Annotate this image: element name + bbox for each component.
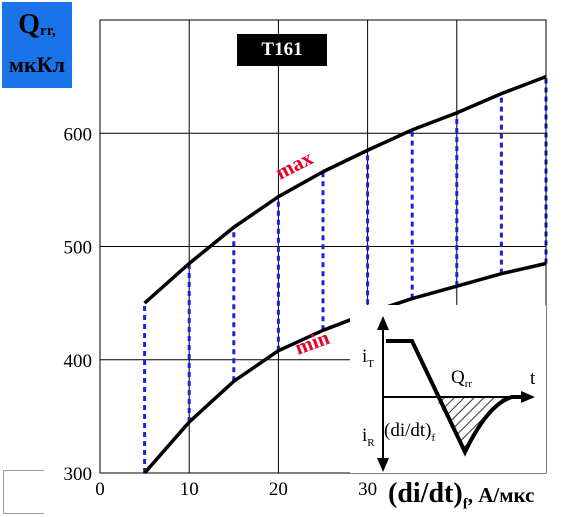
inset-up-arrow [377, 316, 389, 330]
inset-qrr-area [435, 397, 512, 452]
y-axis-symbol: Qrr, [18, 9, 56, 40]
curves [143, 74, 547, 475]
y-tick-label: 400 [64, 351, 93, 372]
inset-current-waveform [386, 339, 528, 457]
inset-label-it: iT [362, 346, 374, 370]
x-tick-label: 0 [95, 479, 105, 500]
tick-labels: 300 400 500 600 0 10 20 30 [64, 124, 378, 500]
inset-label-didt: (di/dt)f [384, 420, 436, 444]
y-tick-label: 600 [64, 124, 93, 145]
x-tick-label: 20 [269, 479, 288, 500]
y-axis-unit: мкКл [9, 52, 65, 77]
inset-label-ir: iR [362, 425, 375, 449]
series-line-max [143, 74, 547, 305]
inset-label-t: t [530, 368, 536, 389]
blank-cell [3, 470, 44, 514]
x-axis-label: (di/dt)f, А/мкс [388, 478, 535, 513]
device-badge: T161 [237, 34, 327, 66]
inset-label-qrr: Qrr [451, 367, 472, 390]
y-axis-label: Qrr, мкКл [2, 2, 72, 88]
x-tick-label: 30 [358, 479, 377, 500]
plot-frame [99, 19, 547, 474]
y-tick-label: 500 [64, 238, 93, 259]
y-tick-label: 300 [64, 464, 93, 485]
inset-diagram: iT iR t Qrr (di/dt)f [350, 305, 546, 473]
x-tick-label: 10 [180, 479, 199, 500]
inset-down-arrow [377, 458, 389, 472]
series-line-min [143, 261, 547, 475]
